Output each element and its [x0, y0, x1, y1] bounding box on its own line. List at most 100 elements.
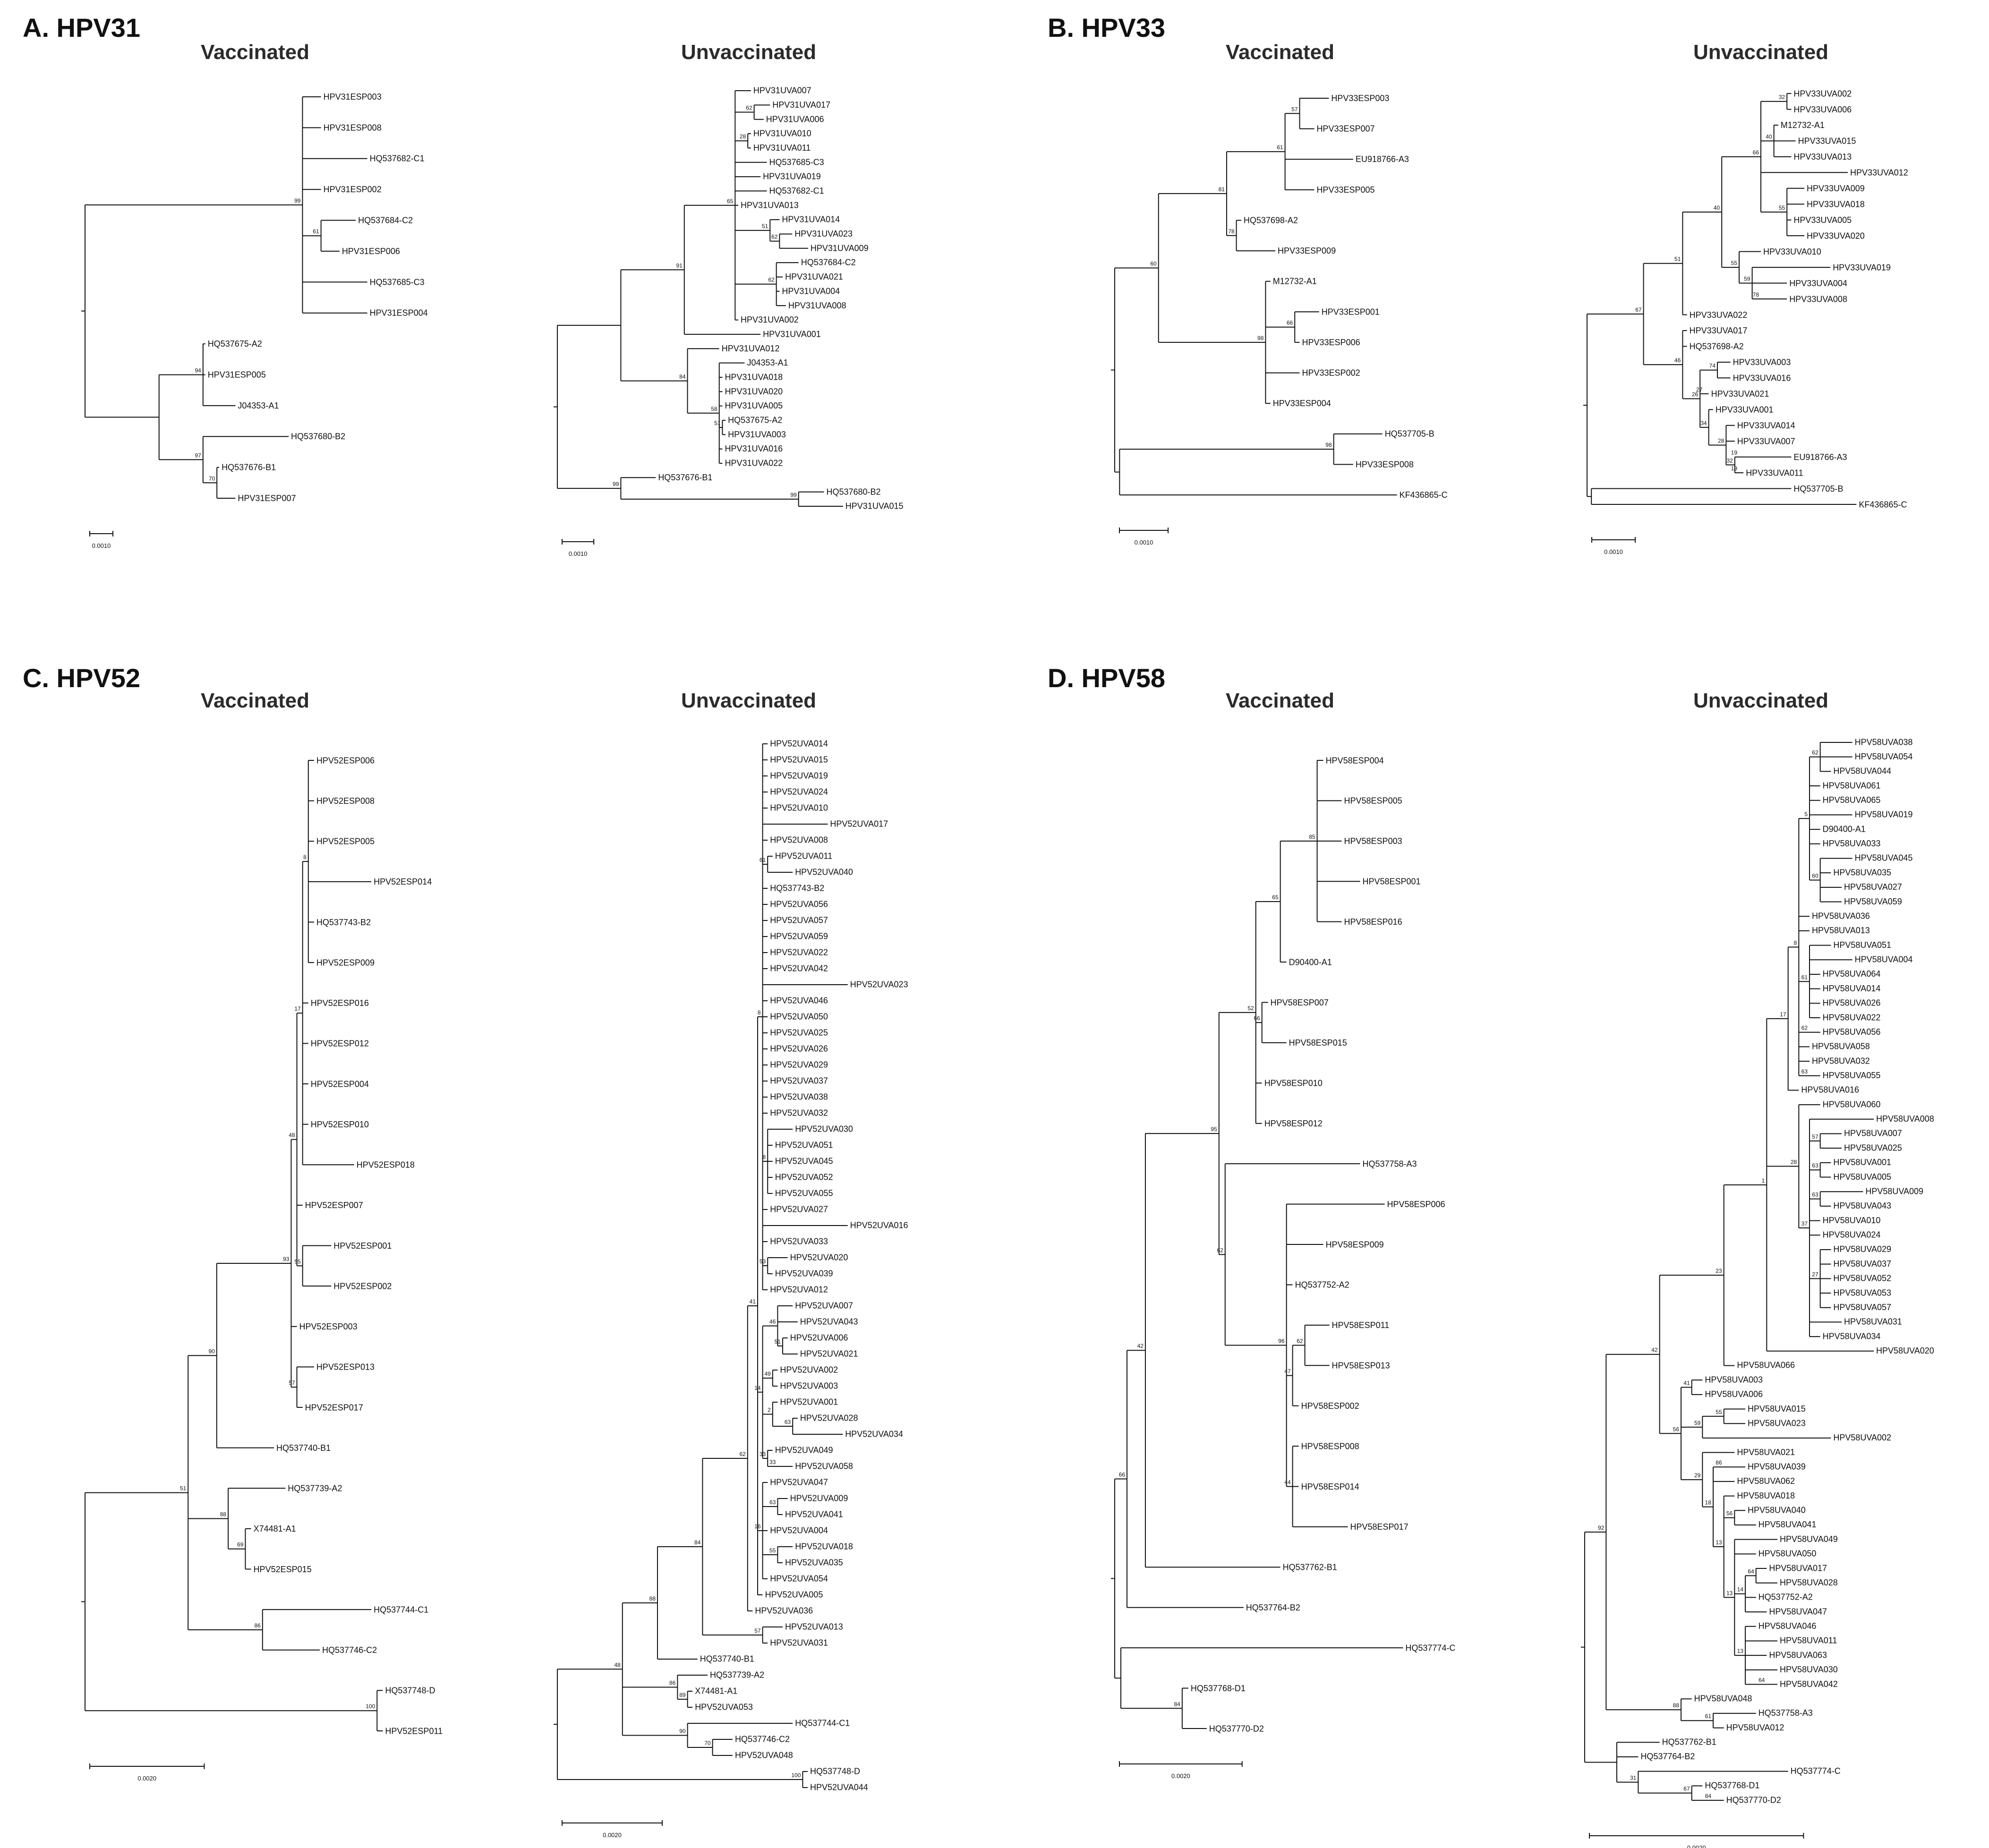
leaf-label: HPV58UVA065 [1823, 795, 1881, 805]
leaf-label: HPV58ESP003 [1344, 836, 1402, 846]
leaf-label: HPV33UVA010 [1763, 247, 1821, 256]
tree-title-unvaccinated: Unvaccinated [681, 689, 816, 712]
leaf-label: HPV31UVA002 [741, 315, 799, 324]
bootstrap-value: 62 [771, 234, 778, 240]
leaf-label: HQ537684-C2 [801, 258, 856, 267]
leaf-label: HPV31ESP007 [238, 494, 296, 503]
leaf-label: HPV58UVA010 [1823, 1216, 1881, 1225]
bootstrap-value: 64 [1748, 1568, 1754, 1575]
leaf-label: HPV58UVA025 [1844, 1143, 1902, 1152]
tree-hpv58-unvaccinated: HPV58UVA038 HPV58UVA054 HPV58UVA044 62 HPV58… [1581, 737, 1934, 1848]
leaf-label: HQ537685-C3 [370, 277, 425, 287]
leaf-label: HPV31UVA008 [788, 301, 846, 310]
leaf-label: HPV52UVA035 [785, 1558, 843, 1567]
bootstrap-value: 66 [1254, 1015, 1260, 1022]
leaf-label: HPV58UVA045 [1855, 853, 1913, 863]
leaf-label: HPV58UVA029 [1833, 1244, 1891, 1254]
leaf-label: HPV33UVA006 [1793, 105, 1852, 114]
tree-title-vaccinated: Vaccinated [201, 689, 309, 712]
leaf-label: HQ537743-B2 [316, 918, 371, 927]
leaf-label: HPV58ESP015 [1289, 1038, 1347, 1047]
leaf-label: HPV52UVA004 [770, 1526, 828, 1535]
bootstrap-value: 28 [1718, 438, 1724, 444]
leaf-label: HPV58UVA024 [1823, 1230, 1881, 1240]
bootstrap-value: 52 [1247, 1005, 1254, 1012]
leaf-label: HPV58UVA019 [1855, 810, 1913, 819]
leaf-label: HPV31UVA016 [725, 444, 783, 453]
leaf-label: HPV58UVA043 [1833, 1201, 1891, 1210]
leaf-label: HPV58UVA032 [1812, 1056, 1870, 1065]
bootstrap-value: 1 [1762, 1177, 1765, 1184]
bootstrap-value: 81 [1219, 186, 1225, 193]
leaf-label: HQ537698-A2 [1690, 342, 1744, 351]
bootstrap-value: 49 [764, 1371, 771, 1377]
leaf-label: HPV58UVA002 [1833, 1433, 1891, 1442]
leaf-label: HPV31UVA020 [725, 387, 783, 396]
leaf-label: HPV58UVA059 [1844, 897, 1902, 906]
leaf-label: HPV31UVA003 [728, 430, 786, 439]
leaf-label: HPV58ESP001 [1362, 877, 1420, 886]
leaf-label: HPV52ESP010 [311, 1120, 369, 1129]
leaf-label: HPV33ESP004 [1273, 399, 1331, 408]
bootstrap-value: 67 [1635, 307, 1642, 313]
bootstrap-value: 57 [1812, 1133, 1818, 1140]
panel-a: A. HPV31 Vaccinated Unvaccinated HPV31ES… [23, 13, 904, 557]
leaf-label: HPV52UVA027 [770, 1205, 828, 1214]
leaf-label: HQ537682-C1 [370, 154, 425, 163]
leaf-label: HPV58UVA012 [1726, 1723, 1784, 1732]
bootstrap-value: 85 [1309, 834, 1315, 840]
bootstrap-value: 60 [1812, 873, 1818, 879]
leaf-label: HPV52UVA007 [795, 1301, 853, 1311]
leaf-label: HPV58UVA003 [1705, 1375, 1763, 1384]
leaf-label: HPV33UVA014 [1737, 421, 1795, 430]
leaf-label: HPV58ESP013 [1332, 1361, 1390, 1371]
bootstrap-value: 74 [1709, 363, 1716, 369]
leaf-label: HPV52UVA046 [770, 996, 828, 1005]
bootstrap-value: 48 [289, 1132, 295, 1139]
bootstrap-value: 66 [1753, 149, 1759, 156]
leaf-label: HPV52ESP013 [316, 1363, 375, 1372]
bootstrap-value: 42 [1651, 1347, 1658, 1354]
leaf-label: HPV58ESP017 [1350, 1522, 1409, 1532]
leaf-label: HPV52UVA028 [800, 1414, 858, 1423]
bootstrap-value: 32 [1726, 457, 1733, 464]
leaf-label: HPV58UVA038 [1855, 737, 1913, 747]
bootstrap-value: 33 [760, 1451, 766, 1457]
bootstrap-value: 62 [1217, 1247, 1223, 1253]
leaf-label: EU918766-A3 [1356, 154, 1409, 164]
bootstrap-value: 57 [289, 1380, 295, 1386]
leaf-label: HPV52ESP009 [316, 958, 375, 967]
bootstrap-value: 62 [1297, 1338, 1303, 1345]
scale-bar-label: 0.0010 [1135, 539, 1153, 546]
leaf-label: HPV58UVA023 [1748, 1418, 1806, 1428]
leaf-label: HPV58ESP007 [1271, 998, 1329, 1007]
leaf-label: HQ537684-C2 [358, 215, 413, 225]
bootstrap-value: 19 [1731, 465, 1738, 472]
tree-title-unvaccinated: Unvaccinated [1693, 689, 1828, 712]
leaf-label: HPV58ESP006 [1387, 1200, 1445, 1209]
bootstrap-value: 41 [750, 1298, 756, 1305]
leaf-label: HPV58UVA030 [1780, 1665, 1838, 1674]
leaf-label: HPV52UVA043 [800, 1317, 858, 1327]
leaf-label: HQ537774-C [1791, 1766, 1841, 1776]
leaf-label: HPV52UVA026 [770, 1044, 828, 1054]
bootstrap-value: 59 [1744, 276, 1750, 282]
bootstrap-value: 69 [237, 1541, 244, 1548]
leaf-label: HPV58UVA064 [1823, 969, 1881, 979]
bootstrap-value: 65 [1272, 894, 1279, 901]
scale-bar-label: 0.0010 [1604, 548, 1623, 555]
bootstrap-value: 63 [785, 1419, 791, 1425]
bootstrap-value: 92 [1598, 1524, 1605, 1531]
bootstrap-value: 97 [195, 452, 201, 459]
leaf-label: HPV31UVA014 [782, 215, 840, 224]
leaf-label: HQ537768-D1 [1705, 1781, 1759, 1790]
bootstrap-value: 63 [1812, 1192, 1818, 1198]
leaf-label: HPV52UVA011 [775, 852, 832, 861]
leaf-label: HPV33ESP006 [1302, 338, 1360, 347]
leaf-label: HPV58UVA062 [1737, 1476, 1795, 1486]
bootstrap-value: 96 [1278, 1338, 1285, 1345]
panel-label: C. HPV52 [23, 663, 140, 693]
leaf-label: HPV52ESP012 [311, 1039, 369, 1048]
bootstrap-value: 70 [704, 1740, 711, 1746]
